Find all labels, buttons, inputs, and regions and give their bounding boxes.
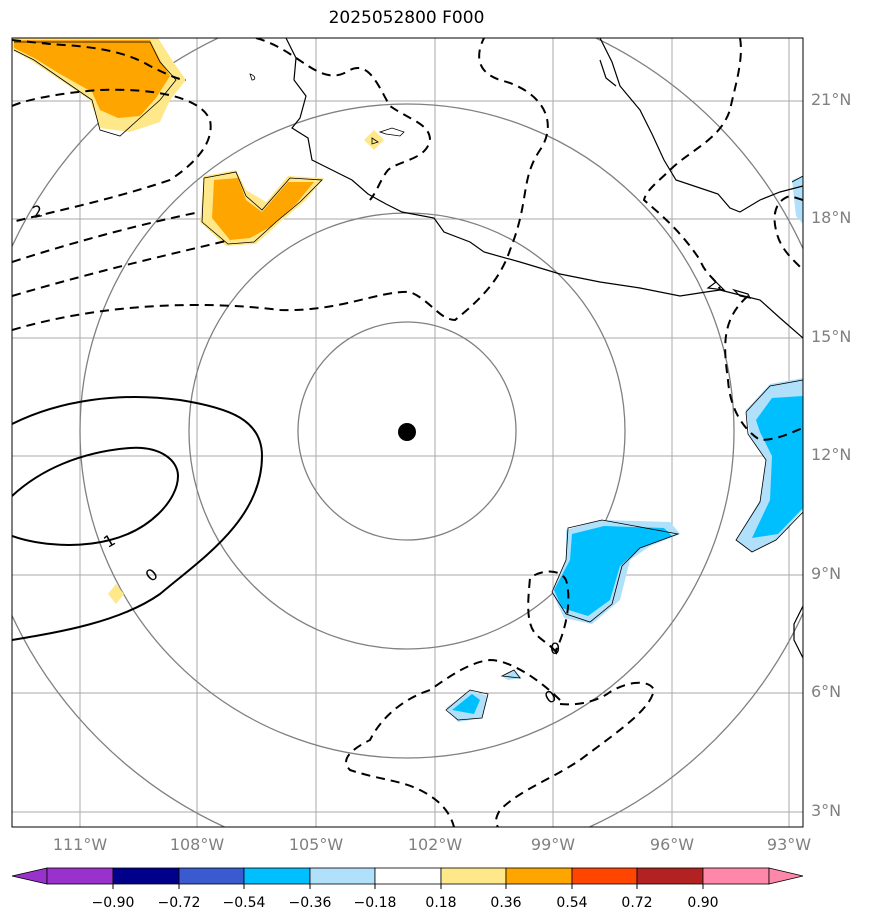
lon-label-102w: 102°W — [407, 835, 463, 854]
shade-blue-s — [452, 694, 480, 714]
colorbar-tick-label: 0.18 — [425, 895, 457, 911]
colorbar-tick-label: 0.72 — [621, 895, 653, 911]
colorbar-over-arrow — [768, 867, 804, 885]
colorbar-tick-label: 0.90 — [687, 895, 719, 911]
plot-frame — [11, 37, 804, 828]
dashed-contours — [12, 38, 803, 827]
contour-label-2: 2 — [30, 201, 44, 222]
colorbar-tick-label: −0.54 — [222, 895, 266, 911]
lon-label-108w: 108°W — [169, 835, 225, 854]
center-marker — [398, 423, 416, 441]
contour-label-0-center: 0 — [550, 639, 560, 658]
colorbar-tick-label: −0.36 — [288, 895, 332, 911]
lat-label-15n: 15°N — [811, 327, 852, 346]
colorbar — [11, 867, 804, 889]
solid-contours — [12, 396, 264, 641]
colorbar-tick-label: −0.72 — [157, 895, 201, 911]
colorbar-under-arrow — [11, 867, 48, 885]
lon-label-96w: 96°W — [649, 835, 695, 854]
lon-label-111w: 111°W — [52, 835, 108, 854]
shade-blue-e — [752, 396, 803, 538]
grid-lines — [12, 38, 803, 827]
colorbar-tick-label: 0.36 — [490, 895, 522, 911]
positive-shading — [12, 38, 384, 604]
lat-label-21n: 21°N — [811, 90, 852, 109]
shade-outlines — [13, 41, 803, 721]
lat-label-12n: 12°N — [811, 445, 852, 464]
colorbar-tick-label: −0.90 — [91, 895, 135, 911]
lat-label-18n: 18°N — [811, 208, 852, 227]
shade-orange-mid — [212, 178, 314, 240]
shade-lightblue-tiny — [502, 670, 522, 680]
map-title: 2025052800 F000 — [328, 8, 485, 28]
shade-yellow-small — [364, 130, 384, 150]
lon-label-93w: 93°W — [766, 835, 812, 854]
coastline — [285, 38, 803, 659]
negative-shading — [446, 176, 803, 722]
contour-label-1: 1 — [100, 530, 118, 552]
shade-blue-c — [554, 526, 672, 616]
lon-label-99w: 99°W — [530, 835, 576, 854]
shade-orange-nw — [14, 40, 170, 118]
contour-labels: 2 1 0 0 0 — [30, 201, 560, 707]
lon-label-105w: 105°W — [288, 835, 344, 854]
shade-yellow-west — [108, 584, 124, 604]
lat-label-6n: 6°N — [811, 682, 842, 701]
lat-label-9n: 9°N — [811, 564, 842, 583]
lat-label-3n: 3°N — [811, 801, 842, 820]
colorbar-tick-label: −0.18 — [353, 895, 397, 911]
colorbar-tick-label: 0.54 — [556, 895, 588, 911]
